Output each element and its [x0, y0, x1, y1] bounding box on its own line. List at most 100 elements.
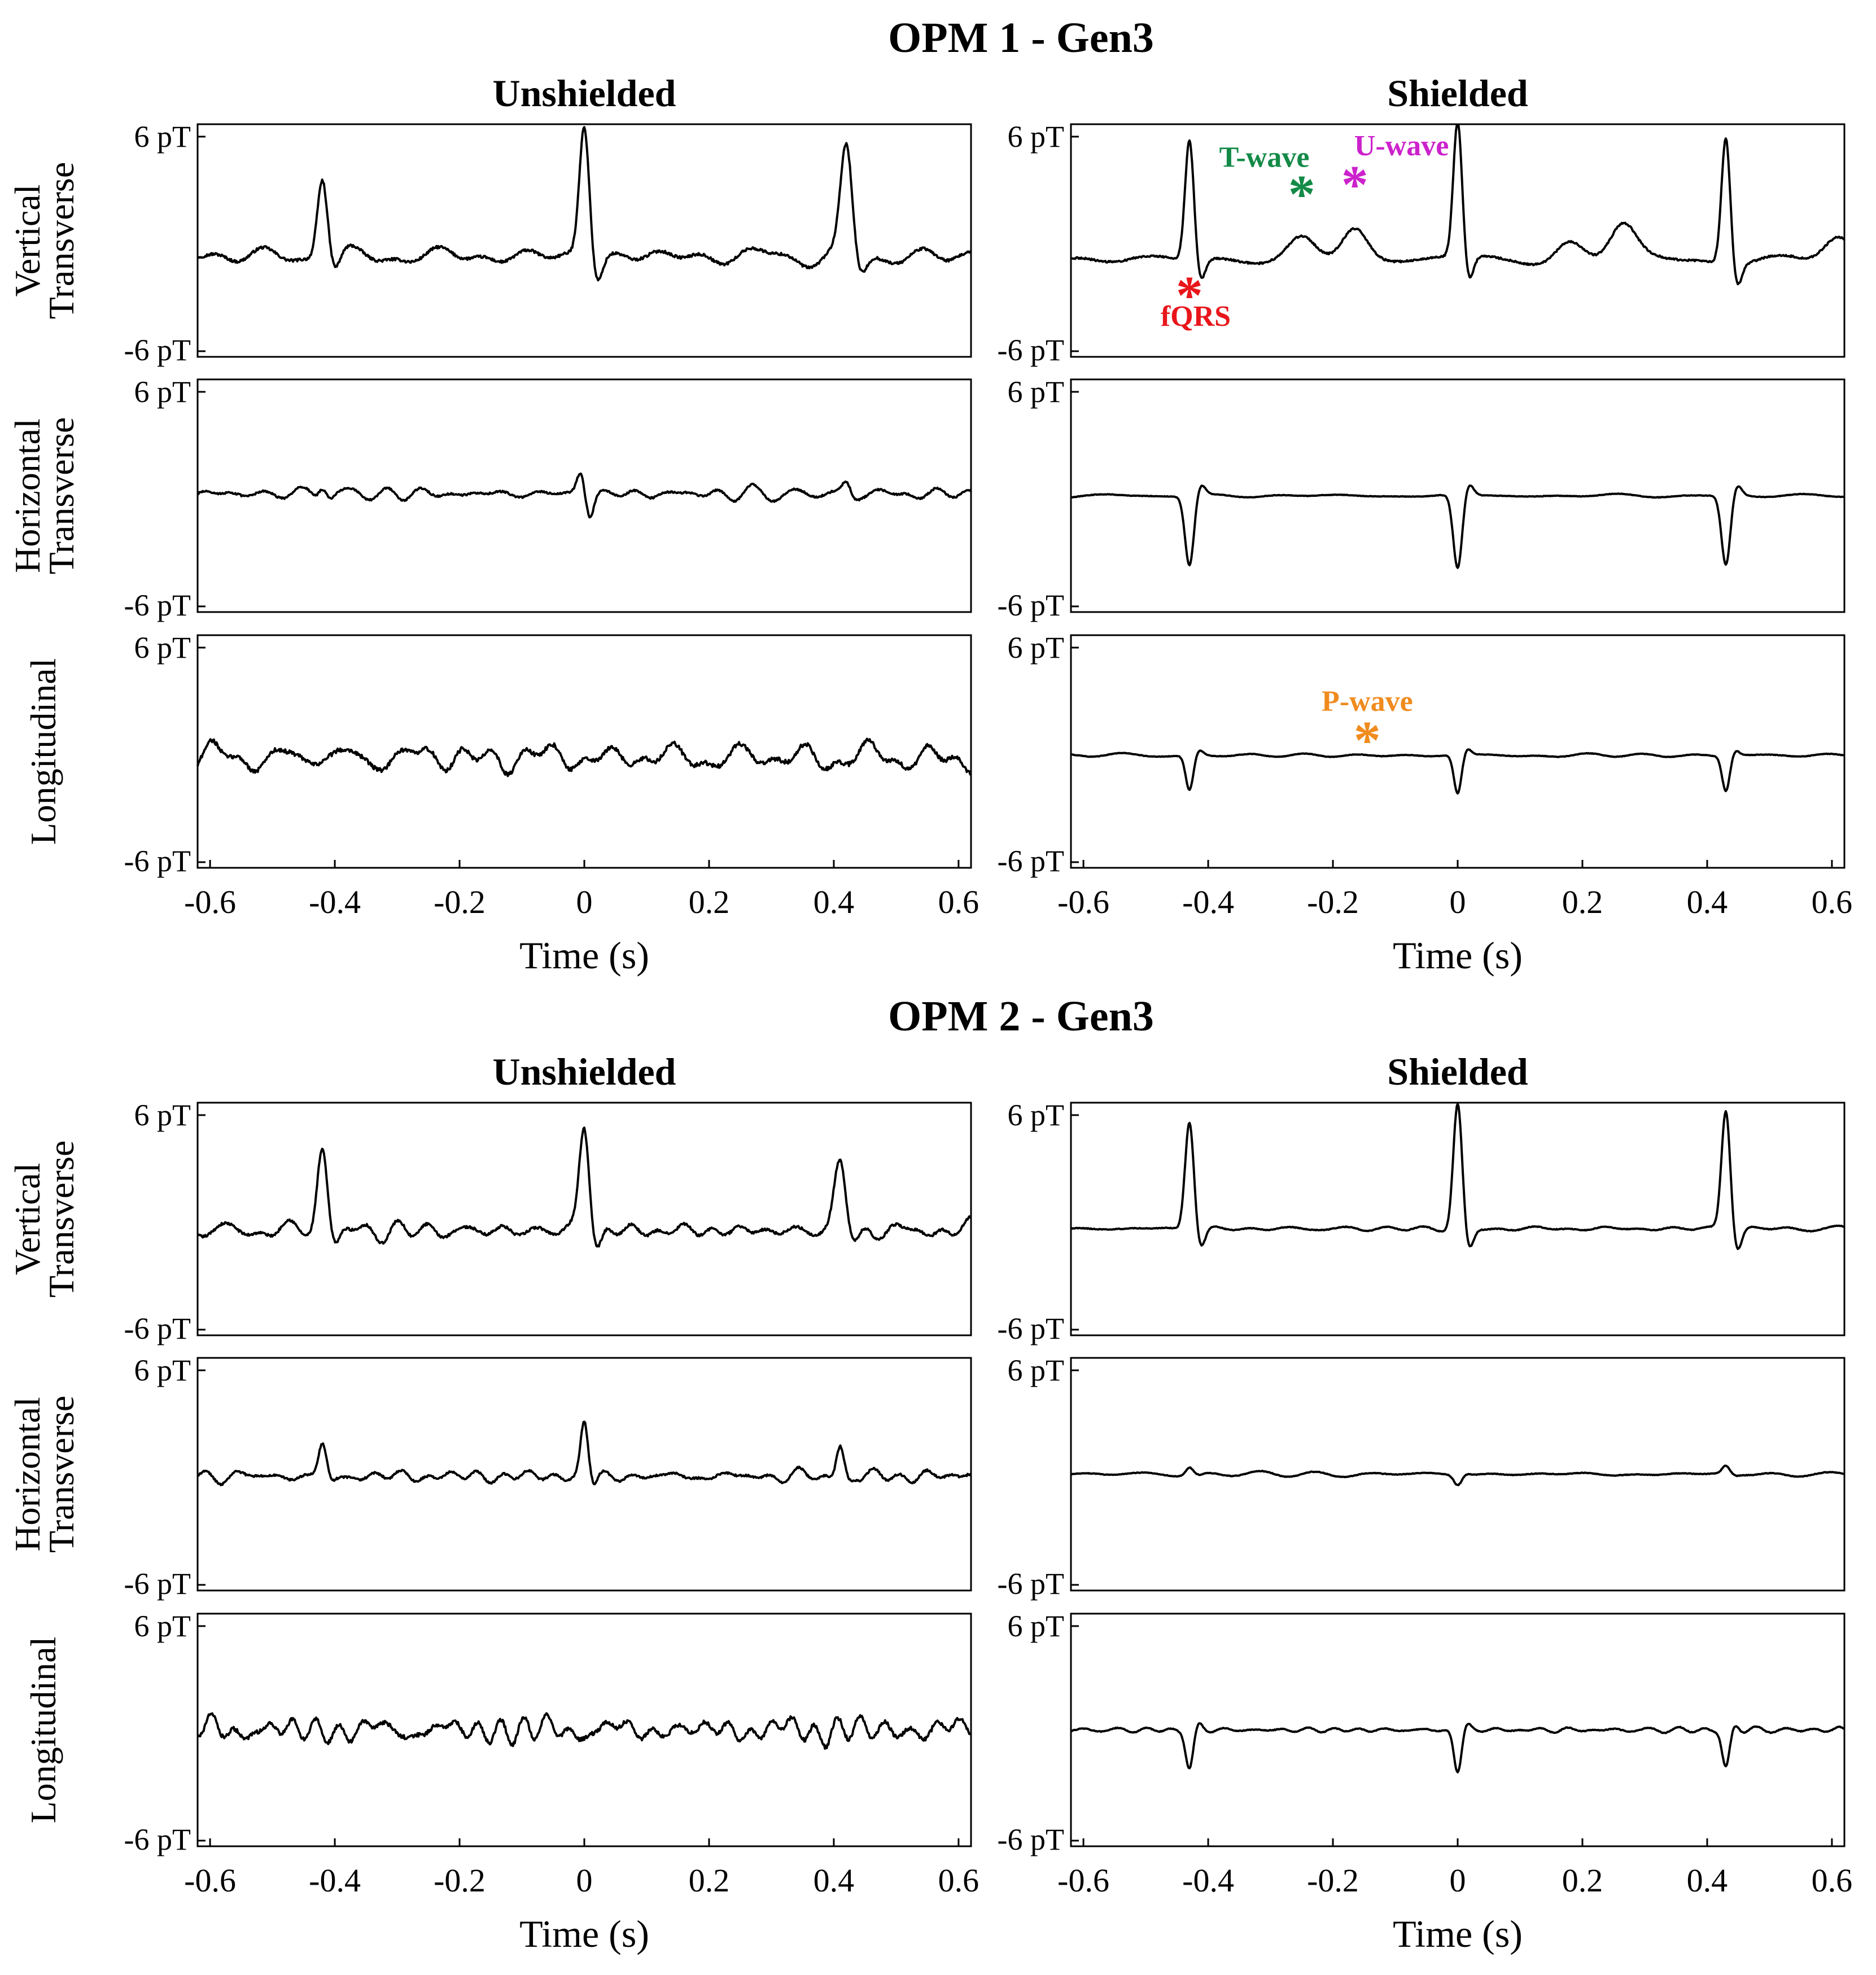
column-title: Unshielded [493, 72, 676, 115]
row-label: HorizontalTransverse [7, 417, 81, 575]
signal-trace [196, 1126, 972, 1248]
row-label-line: Horizontal [7, 1397, 47, 1552]
row-label: Longitudinal [23, 658, 63, 845]
annotation-marker: * [1288, 164, 1315, 225]
figure-title: OPM 2 - Gen3 [888, 993, 1154, 1040]
x-axis-label: Time (s) [1393, 1912, 1523, 1955]
annotation-label: U-wave [1354, 130, 1449, 162]
x-tick-label: 0.6 [938, 884, 979, 920]
panel: 6 pT -6 pT -0.6 -0.4 -0.2 0 0.2 0.4 0.6 Time (s) [124, 631, 979, 977]
signal-trace [197, 1421, 972, 1487]
y-tick-label: 6 pT [1008, 375, 1065, 409]
row-label: Longitudinal [23, 1637, 63, 1824]
panel: 6 pT -6 pT -0.6 -0.4 -0.2 0 0.2 0.4 0.6 Time (s) [124, 1609, 979, 1955]
signal-trace [1070, 1722, 1845, 1773]
signal-trace [1070, 1103, 1845, 1250]
signal-trace [196, 472, 972, 519]
y-tick-label: -6 pT [998, 1312, 1064, 1345]
panel: 6 pT -6 pT [998, 1353, 1846, 1601]
y-tick-label: -6 pT [998, 1823, 1064, 1856]
panel-frame [1070, 1613, 1846, 1847]
row-label-line: Transverse [41, 1141, 81, 1298]
x-tick-label: -0.6 [1057, 1862, 1109, 1899]
x-tick-label: 0 [576, 884, 593, 920]
column-title: Shielded [1387, 72, 1528, 115]
y-tick-label: 6 pT [1008, 1353, 1065, 1387]
y-tick-label: 6 pT [1008, 1609, 1065, 1643]
annotation-marker: * [1341, 155, 1368, 215]
x-tick-label: 0.4 [1687, 884, 1728, 920]
row-label-line: Longitudinal [23, 658, 63, 845]
column-title: Unshielded [493, 1050, 676, 1093]
y-tick-label: 6 pT [1008, 1098, 1065, 1132]
x-tick-label: 0.2 [1562, 1862, 1603, 1899]
signal-trace [1070, 1464, 1845, 1487]
signal-trace [196, 1712, 972, 1750]
y-tick-label: 6 pT [1008, 631, 1065, 665]
row-label: VerticalTransverse [7, 1141, 81, 1298]
x-tick-label: 0.2 [689, 1862, 730, 1899]
y-tick-label: 6 pT [134, 375, 191, 409]
x-tick-label: -0.2 [434, 1862, 486, 1899]
y-tick-label: -6 pT [124, 1312, 191, 1345]
panel: 6 pT -6 pT [998, 1098, 1846, 1345]
x-tick-label: -0.2 [1307, 1862, 1359, 1899]
x-tick-label: 0.2 [1562, 884, 1603, 920]
annotation-label: fQRS [1161, 300, 1231, 333]
signal-trace [1070, 484, 1845, 569]
x-tick-label: 0.6 [1812, 884, 1853, 920]
row-label-line: Transverse [41, 1396, 81, 1553]
figure-title: OPM 1 - Gen3 [888, 14, 1154, 62]
annotation-marker: * [1176, 265, 1203, 325]
x-tick-label: 0.4 [1687, 1862, 1728, 1899]
y-tick-label: 6 pT [134, 1098, 191, 1132]
y-tick-label: -6 pT [998, 333, 1064, 367]
x-axis-label: Time (s) [519, 934, 649, 977]
x-tick-label: 0 [576, 1862, 593, 1899]
x-tick-label: 0 [1450, 1862, 1466, 1899]
panel: 6 pT -6 pT [124, 1098, 972, 1345]
panel-frame [196, 378, 972, 613]
x-tick-label: -0.4 [1182, 884, 1234, 920]
annotation-label: P-wave [1322, 685, 1413, 718]
row-label: VerticalTransverse [7, 162, 81, 320]
y-tick-label: 6 pT [1008, 120, 1065, 154]
panel: 6 pT -6 pT [998, 375, 1846, 622]
x-tick-label: -0.6 [1057, 884, 1109, 920]
row-label-line: Vertical [7, 185, 47, 297]
row-label-line: Transverse [41, 162, 81, 320]
panel: 6 pT -6 pT -0.6 -0.4 -0.2 0 0.2 0.4 0.6 Time (s) [998, 631, 1853, 977]
annotation-marker: * [1354, 710, 1381, 771]
panel-frame [1070, 1357, 1846, 1592]
x-tick-label: 0.2 [689, 884, 730, 920]
y-tick-label: -6 pT [998, 844, 1064, 878]
y-tick-label: -6 pT [124, 1823, 191, 1856]
y-tick-label: -6 pT [124, 1567, 191, 1601]
panel-frame [196, 1613, 972, 1847]
x-tick-label: -0.6 [184, 1862, 236, 1899]
signal-trace [1070, 124, 1846, 286]
x-tick-label: 0 [1450, 884, 1466, 920]
y-tick-label: -6 pT [124, 844, 191, 878]
column-title: Shielded [1387, 1050, 1528, 1093]
y-tick-label: -6 pT [124, 588, 191, 622]
y-tick-label: -6 pT [998, 1567, 1064, 1601]
x-tick-label: 0.6 [938, 1862, 979, 1899]
x-tick-label: -0.4 [1182, 1862, 1234, 1899]
row-label-line: Longitudinal [23, 1637, 63, 1824]
signal-trace [196, 126, 972, 282]
signal-trace [1070, 748, 1845, 795]
x-tick-label: 0.4 [814, 884, 855, 920]
x-axis-label: Time (s) [1393, 934, 1523, 977]
x-tick-label: -0.2 [1307, 884, 1359, 920]
row-label: HorizontalTransverse [7, 1396, 81, 1553]
panel: 6 pT -6 pT [998, 120, 1846, 367]
panel: 6 pT -6 pT [124, 120, 972, 367]
annotation-label: T-wave [1219, 142, 1310, 174]
y-tick-label: 6 pT [134, 120, 191, 154]
panel-frame [1070, 634, 1846, 869]
x-tick-label: 0.6 [1812, 1862, 1853, 1899]
row-label-line: Vertical [7, 1163, 47, 1275]
panel-frame [1070, 1102, 1846, 1336]
